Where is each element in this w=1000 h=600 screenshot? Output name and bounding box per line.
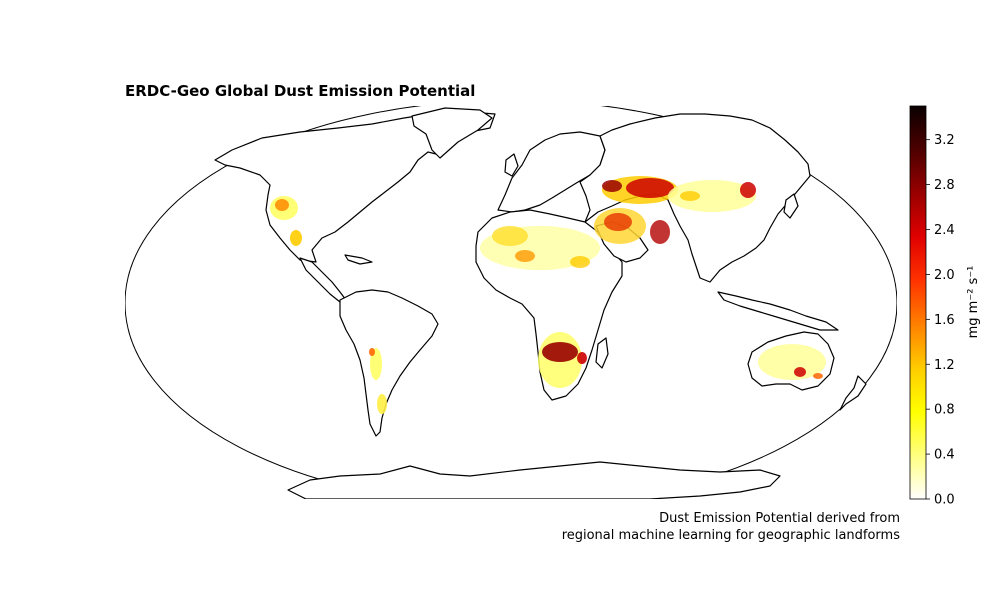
colorbar-ticks: 0.0 0.4 0.8 1.2 1.6 2.0 2.4 2.8 3.2 bbox=[926, 133, 955, 508]
colorbar-tick-label: 2.4 bbox=[934, 223, 955, 238]
new-zealand bbox=[839, 375, 867, 411]
japan bbox=[783, 193, 799, 219]
caption-line-2: regional machine learning for geographic… bbox=[561, 528, 900, 543]
colorbar-tick-label: 0.4 bbox=[934, 448, 955, 463]
continents bbox=[214, 107, 867, 499]
globe bbox=[125, 106, 897, 499]
dust-southwest-usa bbox=[270, 196, 302, 246]
antarctica bbox=[287, 461, 781, 499]
dust-central-asia bbox=[602, 176, 678, 204]
british-isles bbox=[504, 153, 519, 177]
greenland bbox=[411, 107, 493, 159]
madagascar bbox=[595, 337, 609, 369]
colorbar-tick-label: 1.6 bbox=[934, 313, 955, 328]
south-america bbox=[339, 289, 439, 437]
map-title: ERDC-Geo Global Dust Emission Potential bbox=[125, 82, 476, 100]
dust-middle-east bbox=[594, 208, 670, 244]
caption: Dust Emission Potential derived from reg… bbox=[562, 510, 900, 544]
north-america bbox=[214, 111, 496, 263]
colorbar-tick-label: 3.2 bbox=[934, 133, 955, 148]
dust-south-america bbox=[369, 348, 387, 414]
colorbar-tick-label: 0.0 bbox=[934, 493, 955, 508]
dust-overlay bbox=[270, 176, 826, 414]
colorbar-tick-label: 2.0 bbox=[934, 268, 955, 283]
colorbar: 0.0 0.4 0.8 1.2 1.6 2.0 2.4 2.8 3.2 mg m⁻² s⁻¹ bbox=[909, 105, 981, 508]
dust-gobi bbox=[668, 180, 756, 212]
southeast-asia-islands bbox=[717, 291, 839, 331]
caribbean-islands bbox=[344, 254, 373, 265]
colorbar-label: mg m⁻² s⁻¹ bbox=[966, 266, 981, 339]
colorbar-tick-label: 0.8 bbox=[934, 403, 955, 418]
colorbar-tick-label: 1.2 bbox=[934, 358, 955, 373]
dust-sahara bbox=[480, 226, 600, 270]
colorbar-bar bbox=[909, 105, 927, 500]
dust-southern-africa bbox=[538, 332, 587, 388]
dust-australia bbox=[758, 344, 826, 380]
caption-line-1: Dust Emission Potential derived from bbox=[659, 511, 900, 526]
colorbar-tick-label: 2.8 bbox=[934, 178, 955, 193]
